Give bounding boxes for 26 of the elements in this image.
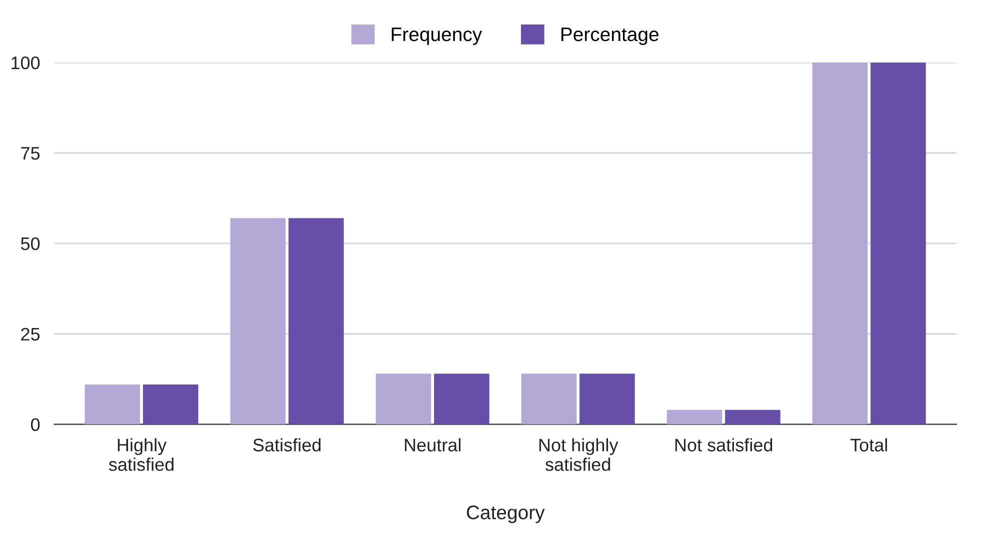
bar — [230, 218, 286, 424]
bar — [434, 374, 490, 424]
legend-label: Frequency — [392, 28, 482, 46]
bar — [84, 384, 140, 424]
bar — [288, 218, 344, 424]
legend-label: Percentage — [561, 28, 658, 46]
x-axis-title: Category — [466, 506, 545, 524]
bar — [812, 62, 868, 424]
y-tick-label: 0 — [31, 418, 40, 432]
y-tick-label: 50 — [20, 237, 40, 250]
bar — [376, 374, 432, 424]
x-tick-label: Not highly satisfied — [539, 438, 618, 471]
x-tick-label: Highly satisfied — [108, 438, 174, 471]
bar — [725, 410, 780, 424]
bar — [521, 374, 577, 424]
x-tick-label: Satisfied — [253, 438, 321, 452]
bar — [142, 384, 198, 424]
bar — [870, 62, 926, 424]
x-tick-label: Not satisfied — [675, 438, 772, 452]
y-tick-label: 100 — [12, 56, 40, 70]
x-tick-label: Total — [850, 438, 887, 452]
bar — [666, 410, 722, 424]
y-tick-label: 75 — [21, 147, 40, 160]
bar — [580, 374, 635, 424]
x-tick-label: Neutral — [404, 438, 460, 452]
y-tick-label: 25 — [21, 328, 40, 341]
